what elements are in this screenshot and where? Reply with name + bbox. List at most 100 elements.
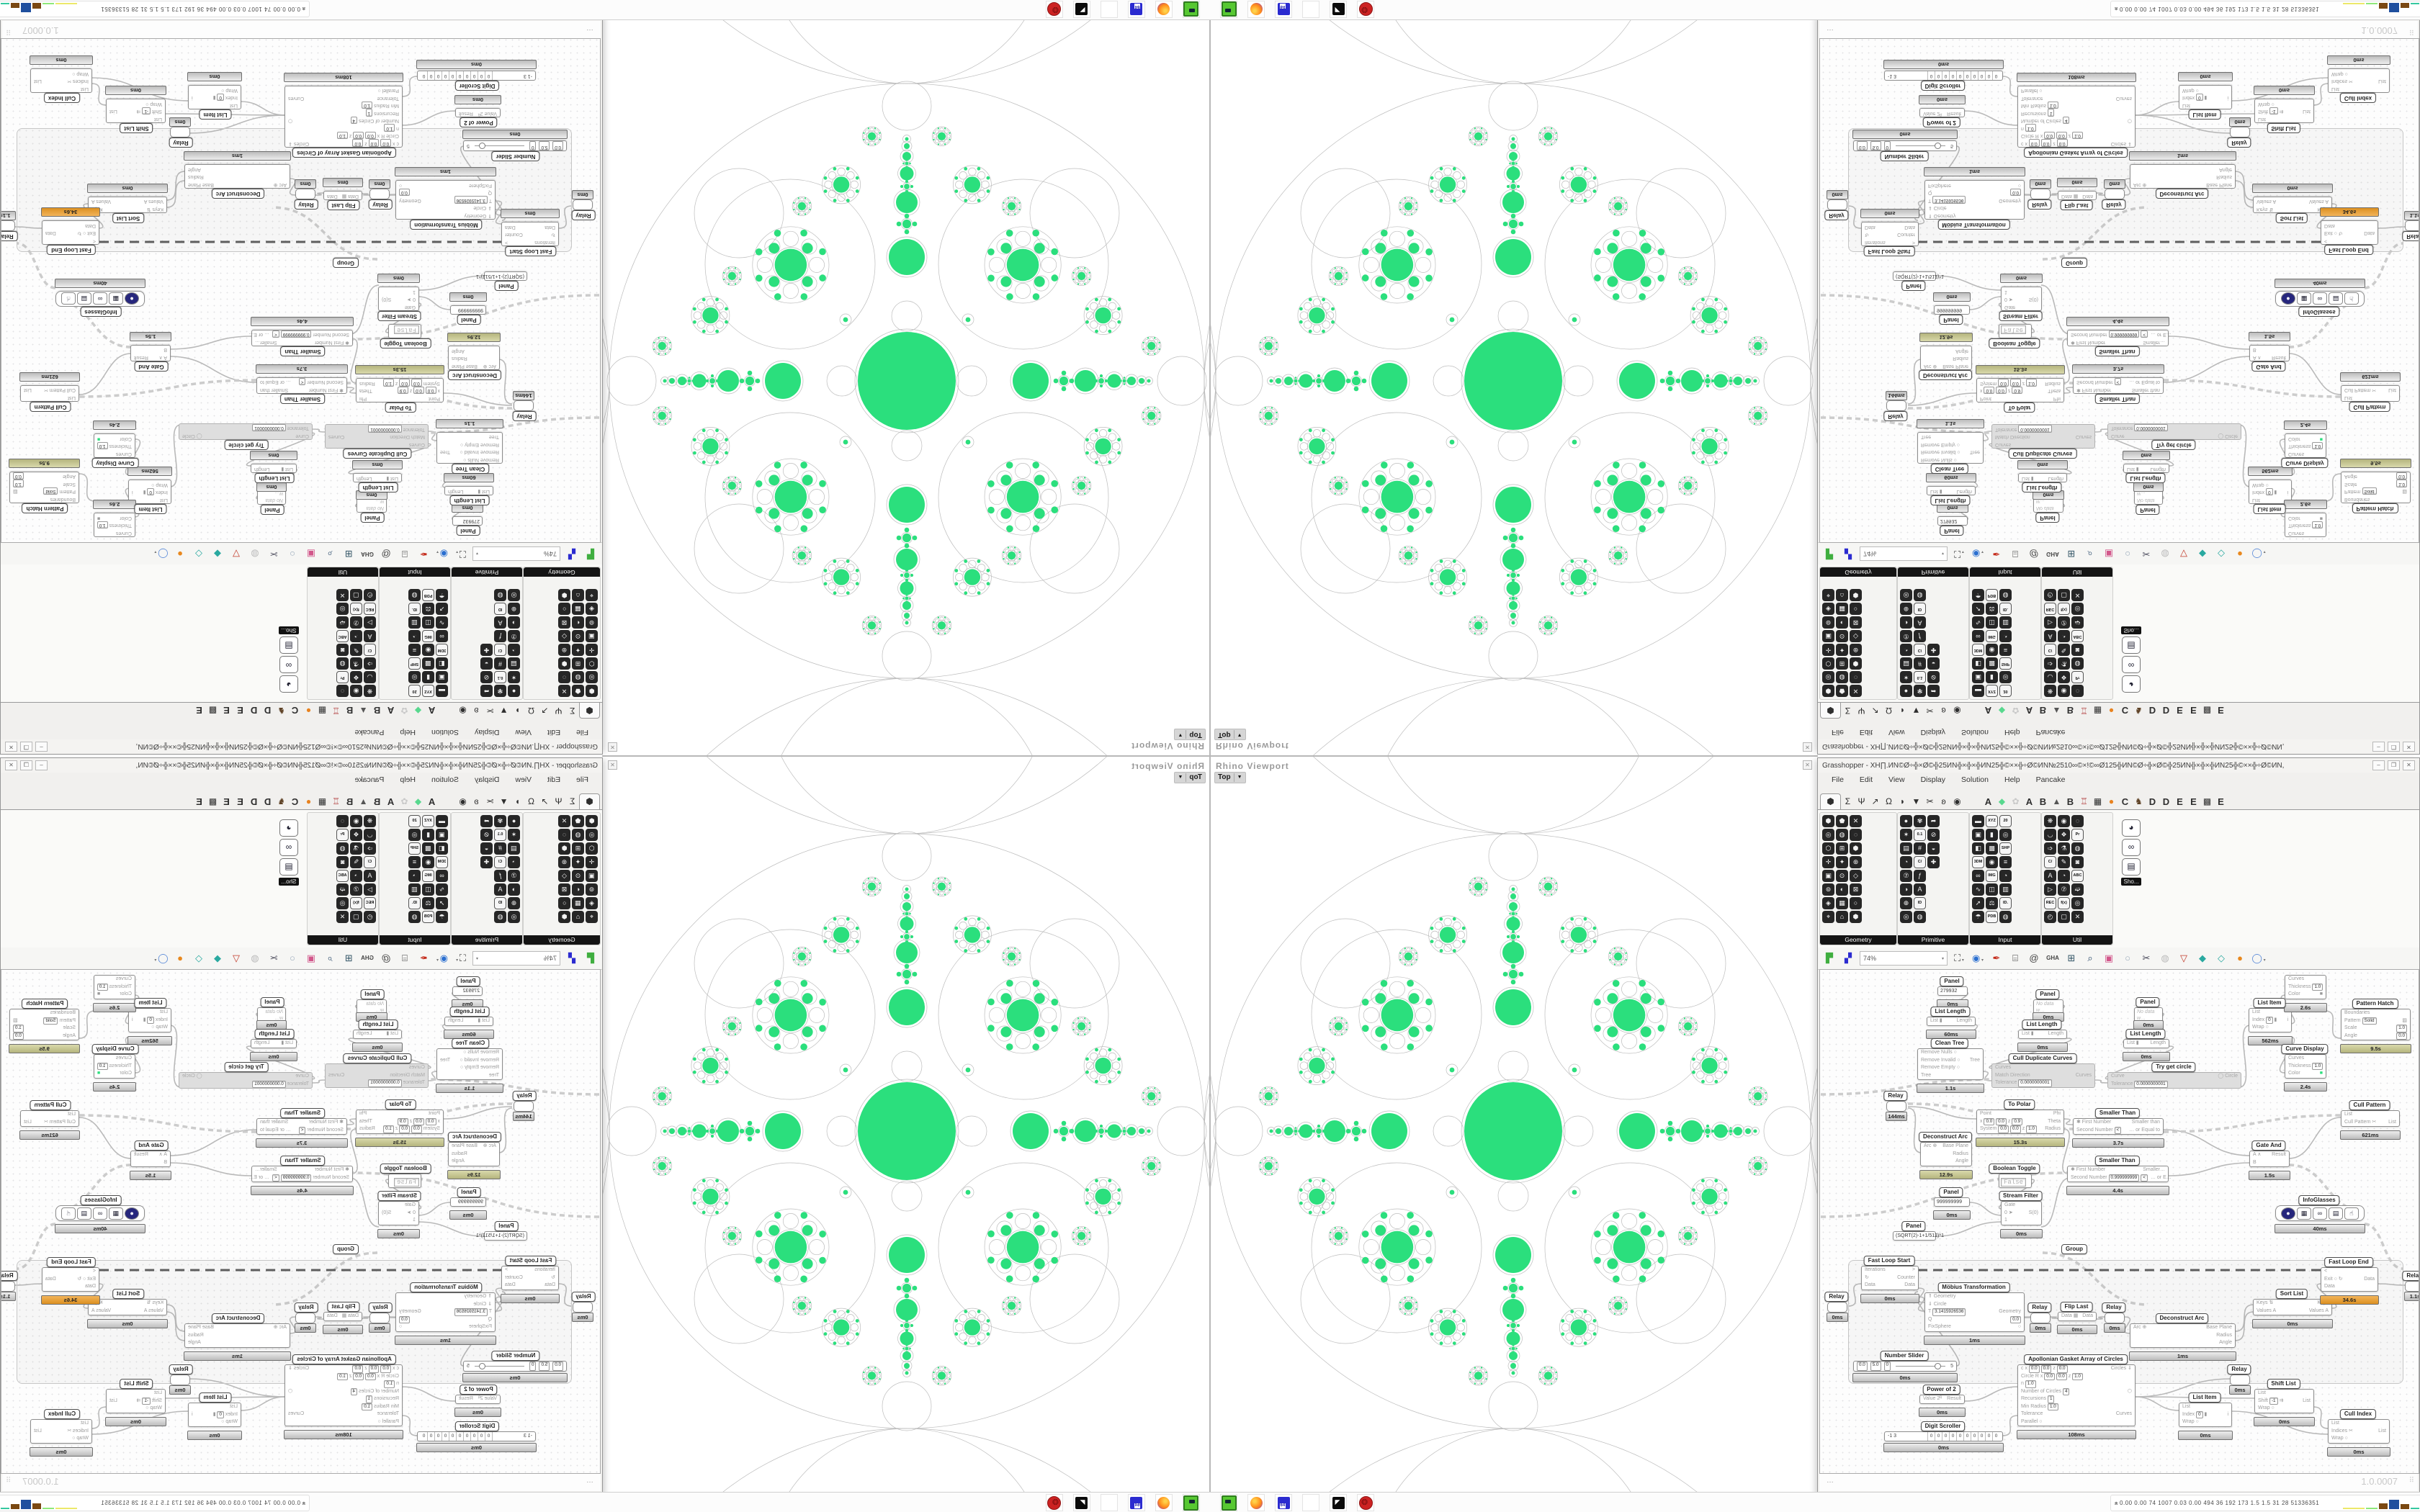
component-tab-24[interactable]: D — [2162, 705, 2170, 716]
component-body[interactable]: Curves Thickness 1.0 Color ■ — [2285, 433, 2326, 458]
component-body[interactable]: 999999999 — [1934, 305, 1970, 315]
zoom-dropdown[interactable]: 74% ▾ — [1860, 546, 1948, 561]
ribbon-icon[interactable]: ⊕ — [1900, 603, 1912, 615]
ribbon-icon[interactable]: ⬢ — [1850, 911, 1862, 923]
component-tab-7[interactable]: ✂ — [1926, 706, 1934, 716]
ribbon-icon[interactable]: ABC — [2071, 870, 2084, 882]
ribbon-icon[interactable]: ◔ — [2058, 630, 2070, 642]
resize-grip-icon[interactable]: ⠿ — [2408, 27, 2414, 35]
ribbon-icon[interactable]: ◇ — [558, 870, 570, 882]
ribbon-icon[interactable]: ▥ — [408, 883, 421, 896]
infoglasses-icon[interactable]: ● — [2281, 292, 2295, 305]
ribbon-icon[interactable]: ⌖ — [586, 911, 598, 923]
toolbar-icon[interactable]: ▣ — [2104, 953, 2114, 963]
toolbar-icon[interactable]: ◉ ▾ — [1971, 549, 1984, 559]
component-tab-24[interactable]: D — [250, 796, 258, 807]
component-body[interactable]: Boundaries Pattern Solid ▨ Scale 1.0 Angle 0.0 — [9, 472, 79, 503]
ribbon-icon[interactable]: ◇ — [1850, 870, 1862, 882]
component-body[interactable]: False — [1999, 1174, 2032, 1188]
ribbon-icon[interactable]: ❋ — [2044, 685, 2056, 697]
ribbon-icon[interactable]: ◎ — [336, 603, 349, 615]
rhino-viewport[interactable]: Rhino Viewport Top ▼ ✕ — [1210, 756, 1818, 1493]
ribbon-icon[interactable]: 0.1 — [494, 671, 506, 683]
ribbon-icon[interactable]: ∞ — [436, 630, 448, 642]
ribbon-icon[interactable]: ID — [1914, 603, 1926, 615]
close-button[interactable]: ✕ — [2403, 760, 2415, 770]
ribbon-icon[interactable]: ◌ — [2071, 685, 2084, 697]
component-body[interactable]: Gate 0 ➤ S(0) 1 — [2001, 287, 2042, 311]
infoglasses-icon[interactable]: ∞ — [2313, 292, 2327, 305]
ribbon-icon[interactable]: 0.1 — [1914, 671, 1926, 683]
toolbar-icon[interactable]: ◉ ▾ — [436, 549, 449, 559]
component-body[interactable] — [573, 199, 593, 210]
ribbon-icon[interactable]: C/ — [364, 644, 376, 656]
ribbon-icon[interactable]: ▬ — [436, 815, 448, 827]
component-tab-14[interactable]: A — [2025, 705, 2033, 716]
ribbon-icon[interactable]: ◔ — [350, 870, 362, 882]
ribbon-icon[interactable]: ƒ — [1914, 630, 1926, 642]
ribbon-icon[interactable]: ▷ — [364, 616, 376, 629]
ribbon-icon[interactable]: ▦ — [1836, 897, 1848, 909]
menu-view[interactable]: View — [515, 775, 532, 784]
component-body[interactable]: Remove Nulls ○ Remove Invalid ○ Tree Remove… — [1917, 1048, 1984, 1080]
ribbon-icon[interactable]: ⊙ — [572, 630, 584, 642]
ribbon-icon[interactable]: ✶ — [1900, 829, 1912, 841]
menu-file[interactable]: File — [1832, 775, 1844, 784]
ribbon-icon[interactable]: ◍ — [408, 589, 421, 601]
ribbon-icon[interactable]: ▤ — [1900, 657, 1912, 670]
component-tab-22[interactable]: ♞ — [277, 706, 285, 716]
ribbon-icon[interactable]: ◌ — [1850, 829, 1862, 841]
toolbar-icon[interactable]: ◆ — [214, 953, 221, 963]
ribbon-icon[interactable]: ❖ — [350, 829, 362, 841]
ribbon-icon[interactable]: ⬟ — [1836, 685, 1848, 697]
ribbon-icon[interactable]: ▮ — [422, 671, 434, 683]
ribbon-icon[interactable]: ▣ — [1822, 630, 1834, 642]
ribbon-icon[interactable]: ƒ — [494, 870, 506, 882]
toolbar-icon[interactable]: GHA — [2046, 955, 2059, 961]
component-body[interactable]: List ▮ Length — [1927, 1017, 1976, 1026]
component-tab-18[interactable]: ♖ — [332, 796, 340, 806]
component-tab-13[interactable]: ✿ — [400, 796, 408, 806]
ribbon-icon[interactable]: ❋ — [364, 685, 376, 697]
ribbon-group-label[interactable]: Primitive — [1898, 567, 1968, 577]
ribbon-icon[interactable]: ◑ — [1900, 883, 1912, 896]
ribbon-icon[interactable]: ◌ — [336, 815, 349, 827]
component-body[interactable]: Arc ⊕ Base Plane Radius Angle — [448, 1142, 500, 1166]
toolbar-icon[interactable]: ▽ — [233, 549, 240, 559]
component-body[interactable]: Curves Match Direction Curves Tolerance 0.0… — [325, 424, 429, 449]
toolbar-icon[interactable]: ◯ ▾ — [154, 953, 169, 963]
toolbar-icon[interactable]: ✒ — [419, 549, 428, 559]
ribbon-icon[interactable]: ▩ — [1986, 657, 1998, 670]
component-body[interactable]: List Cull Pattern ✂ List — [20, 1110, 79, 1127]
ribbon-icon[interactable]: ⊞ — [1836, 842, 1848, 855]
ribbon-group-label[interactable]: Geometry — [524, 935, 600, 945]
toolbar-icon[interactable]: ● — [2237, 549, 2243, 559]
resize-grip-icon[interactable]: ⠿ — [2408, 1477, 2414, 1485]
component-body[interactable]: Curves Match Direction Curves Tolerance 0.0… — [325, 1063, 429, 1088]
display-tool-icon[interactable]: ◕ — [279, 675, 298, 693]
ribbon-icon[interactable]: ⊠ — [558, 616, 570, 629]
component-tab-18[interactable]: ♖ — [2080, 796, 2088, 806]
component-tab-20[interactable]: ● — [305, 796, 312, 806]
component-body[interactable]: Data ▦ Data — [323, 191, 362, 200]
component-body[interactable]: c x 0.0 0.0 z 0.0 Circles ⇓ Circle R x 0.0… — [284, 86, 403, 148]
toolbar-icon[interactable]: ▣ — [306, 953, 316, 963]
ribbon-icon[interactable]: ⑦ — [2058, 883, 2070, 896]
ribbon-icon[interactable]: ∞ — [436, 870, 448, 882]
component-body[interactable]: ⇑ Geometry ⇓ Circle T 3.1415926536 Geometry… — [1924, 1292, 2025, 1332]
ribbon-icon[interactable]: ⊚ — [1822, 883, 1834, 896]
ribbon-icon[interactable]: A — [2044, 630, 2056, 642]
ribbon-icon[interactable]: ➦ — [1927, 815, 1940, 827]
toolbar-icon[interactable]: ◍ — [251, 953, 259, 963]
component-body[interactable]: Data ▦ Data — [2058, 1312, 2097, 1321]
component-tab-16[interactable]: ▲ — [359, 796, 368, 806]
component-tab-21[interactable]: C — [291, 796, 299, 807]
ribbon-icon[interactable]: ◍ — [1836, 671, 1848, 683]
component-body[interactable]: Boundaries Pattern Solid ▨ Scale 1.0 Angle 0.0 — [9, 1009, 79, 1040]
ribbon-icon[interactable]: ∿ — [436, 883, 448, 896]
component-tab-5[interactable]: ◗ — [1899, 796, 1906, 806]
ribbon-icon[interactable]: ⌂ — [572, 589, 584, 601]
ribbon-icon[interactable]: IMG — [1986, 630, 1998, 642]
component-body[interactable] — [369, 189, 390, 199]
